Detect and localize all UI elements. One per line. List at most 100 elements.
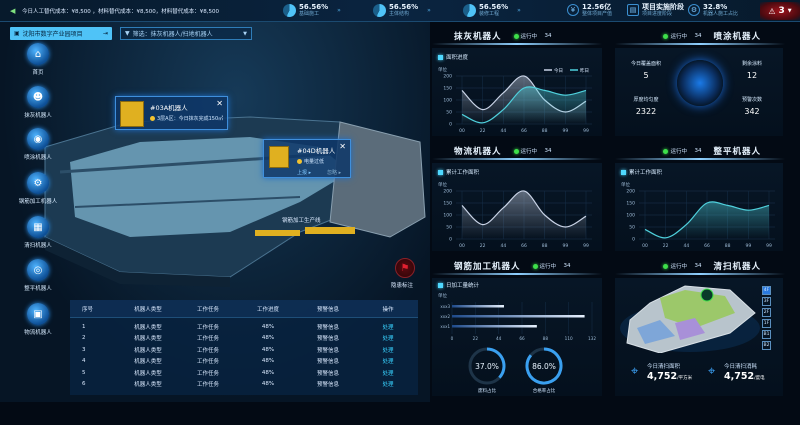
stat-robot-ratio: ⚙ 32.8% 机器人施工占比 — [688, 3, 738, 17]
header-divider — [432, 273, 602, 275]
leveling-chart-panel: 累计工作面积 单位 0 50 100 150 200 00 22 44 66 88 99 99 — [615, 163, 783, 251]
x-tick-label: 99 — [583, 128, 589, 134]
x-tick-label: 99 — [745, 243, 751, 249]
nav-item-2[interactable]: ◉ 喷涂机器人 — [18, 128, 58, 161]
status-dot — [513, 33, 519, 39]
floor-button-2F[interactable]: 2F — [762, 308, 771, 317]
gauge-value: 37.0% — [475, 362, 499, 371]
table-cell: 机器人类型 — [134, 370, 162, 377]
series-line — [644, 201, 770, 239]
spray-panel-header: 运行中 34 喷涂机器人 — [615, 28, 761, 44]
progress-structure: 56.56% 主体结构» — [373, 3, 431, 17]
nav-item-0[interactable]: ⌂ 首页 — [18, 43, 58, 76]
y-axis-label: 单位 — [438, 292, 447, 299]
floor-button-B2[interactable]: B2 — [762, 341, 771, 350]
bullet-icon — [438, 54, 443, 60]
x-tick-label: 22 — [480, 128, 486, 134]
floor-button-B1[interactable]: B1 — [762, 330, 771, 339]
x-tick-label: 44 — [496, 336, 502, 340]
series-line — [461, 86, 587, 124]
bar — [452, 315, 585, 318]
bullet-icon — [438, 282, 443, 288]
table-cell: 预警信息 — [316, 382, 339, 389]
column-header: 机器人类型 — [134, 306, 162, 313]
stat-coverage: 今日覆盖面积 5 — [630, 61, 661, 80]
rebar-bar-chart: 单位 0 22 44 66 88 110 132 xxx3 xxx2 xxx1 — [438, 292, 596, 340]
chart-title: 面积进度 — [446, 55, 469, 61]
header-divider — [432, 43, 602, 45]
popup-title: #04D机器人 — [297, 147, 336, 155]
series-area — [462, 86, 586, 124]
y-tick-label: 0 — [449, 122, 452, 128]
x-tick-label: 44 — [683, 243, 689, 249]
floor-map[interactable] — [615, 278, 765, 353]
handle-link[interactable]: 处理 — [382, 382, 394, 389]
y-tick-label: 100 — [443, 98, 452, 104]
table-cell: 3 — [82, 346, 86, 353]
floor-button-1F[interactable]: 1F — [762, 319, 771, 328]
close-icon[interactable]: ✕ — [339, 142, 346, 151]
series-line — [461, 190, 587, 228]
floor-button-3F[interactable]: 3F — [762, 297, 771, 306]
chart-title: 日加工量统计 — [446, 283, 480, 289]
running-status: 运行中 34 — [663, 32, 701, 40]
rebar-gauges: 37.0% 废料占比 86.0% 合格率占比 — [468, 347, 563, 394]
nav-item-1[interactable]: ☻ 抹灰机器人 — [18, 86, 58, 119]
table-row: 4 机器人类型 工作任务 48% 预警信息 处理 — [70, 356, 418, 368]
popup-status: 3层A区：今日抹灰完成150㎡ — [150, 115, 223, 122]
table-header: 序号 机器人类型 工作任务 工作进度 预警信息 操作 — [70, 300, 418, 318]
gauge-arc — [486, 347, 506, 379]
hazard-flag-button[interactable]: ⚑ — [395, 258, 415, 278]
handle-link[interactable]: 处理 — [382, 336, 394, 343]
handle-link[interactable]: 处理 — [382, 324, 394, 331]
x-tick-label: 00 — [459, 128, 465, 134]
header-divider — [615, 43, 785, 45]
x-tick-label: 99 — [583, 243, 589, 249]
plaster-area-chart: 单位 0 50 100 150 200 00 22 44 66 88 99 99 今日 昨日 — [438, 66, 592, 134]
floor-button-4F[interactable]: 4F — [762, 286, 771, 295]
table-cell: 48% — [261, 335, 275, 342]
handle-link[interactable]: 处理 — [382, 347, 394, 354]
nav-item-5[interactable]: ◎ 整平机器人 — [18, 259, 58, 292]
column-header: 预警信息 — [316, 306, 339, 313]
nav-item-3[interactable]: ⚙ 钢筋加工机器人 — [18, 172, 58, 205]
pie-icon — [373, 3, 386, 17]
series-area — [462, 190, 586, 239]
y-tick-label: 50 — [446, 110, 452, 116]
y-tick-label: 0 — [449, 237, 452, 243]
report-button[interactable]: 上报 ▸ — [297, 170, 312, 176]
x-tick-label: 44 — [500, 128, 506, 134]
nav-item-4[interactable]: ▦ 清扫机器人 — [18, 216, 58, 249]
handle-link[interactable]: 处理 — [382, 359, 394, 366]
nav-label: 首页 — [32, 70, 44, 76]
y-tick-label: 100 — [443, 213, 452, 219]
x-tick-label: 99 — [766, 243, 772, 249]
panel-title: 整平机器人 — [713, 147, 761, 157]
robot-table: 序号 机器人类型 工作任务 工作进度 预警信息 操作 1 机器人类型 工作任务 48% 预警信息 处理… — [70, 300, 418, 395]
handle-link[interactable]: 处理 — [382, 370, 394, 377]
project-selector-button[interactable]: ▣ 沈阳市数字产业园项目 ⇥ — [10, 27, 112, 40]
robot-filter-dropdown[interactable]: ▼ 筛选：抹灰机器人/扫地机器人 ▼ — [120, 27, 252, 40]
status-dot — [532, 263, 538, 269]
x-tick-label: 66 — [521, 128, 527, 134]
location-icon: ⌖ — [631, 364, 639, 379]
pie-icon — [463, 3, 476, 17]
stat-stage: ▤ 项目实施阶段 项目进度阶段 — [627, 3, 684, 17]
project-name: 沈阳市数字产业园项目 — [22, 31, 83, 38]
robot-face-icon: ◉ — [27, 128, 49, 150]
bar — [452, 305, 504, 308]
x-tick-label: 88 — [543, 336, 549, 340]
table-cell: 6 — [82, 381, 86, 388]
close-icon[interactable]: ✕ — [216, 99, 223, 108]
document-icon: ▤ — [627, 4, 639, 16]
nav-item-6[interactable]: ▣ 物流机器人 — [18, 303, 58, 336]
ignore-button[interactable]: 忽略 ▸ — [327, 170, 342, 176]
table-cell: 工作任务 — [196, 359, 219, 366]
table-cell: 48% — [261, 323, 275, 330]
alarm-button[interactable]: ⚠ 3 ▼ — [760, 2, 800, 20]
logistics-icon: ▣ — [27, 303, 49, 325]
running-status: 运行中 34 — [513, 147, 552, 155]
table-cell: 机器人类型 — [134, 359, 162, 366]
legend-label: 昨日 — [580, 67, 589, 74]
header-divider — [615, 158, 785, 160]
